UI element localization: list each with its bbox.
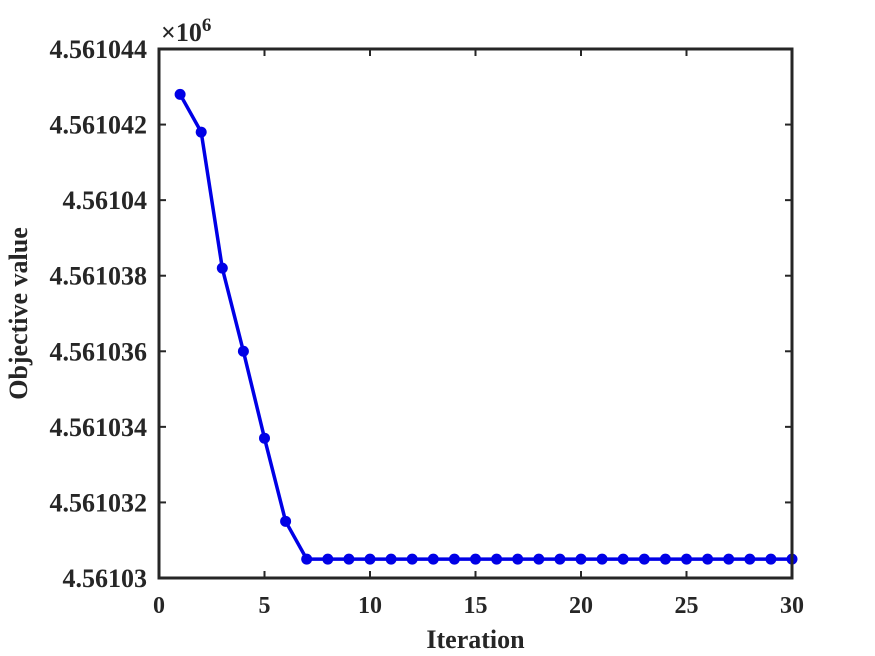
series-line [178,93,792,561]
exponent-power: 6 [202,15,212,36]
data-point [723,553,735,565]
data-point [554,553,566,565]
x-tick-label: 5 [259,593,271,619]
y-tick-label: 4.561044 [50,35,148,64]
data-point [659,553,671,565]
y-tick-label: 4.561038 [50,262,148,291]
exponent-label: ×106 [161,15,211,47]
data-point [406,553,418,565]
y-tick-label: 4.56104 [63,186,148,215]
y-tick-label: 4.561036 [50,337,148,366]
y-axis-label: Objective value [4,227,33,400]
data-point [237,345,249,357]
x-ticks: 0 5 10 15 20 25 30 [153,49,804,619]
x-tick-label: 15 [464,593,488,619]
series-layer [174,88,798,565]
x-axis-label: Iteration [426,625,525,654]
data-point [470,553,481,565]
data-point [596,553,608,565]
data-point [174,88,186,100]
data-point [533,553,545,565]
data-point [195,126,207,138]
y-tick-label: 4.561042 [50,111,148,140]
data-point [259,432,270,444]
data-point [322,553,334,565]
x-tick-label: 20 [569,593,593,619]
data-point [427,553,439,565]
y-ticks: 4.56103 4.561032 4.561034 4.561036 4.561038 4… [50,35,792,593]
data-point [301,553,313,565]
data-point [216,262,228,274]
y-tick-label: 4.56103 [63,564,148,593]
x-tick-label: 0 [153,593,165,619]
exponent-base: ×10 [161,18,202,47]
data-point [343,553,355,565]
y-tick-label: 4.561032 [50,488,148,517]
data-point [385,553,397,565]
data-point [448,553,460,565]
data-point [491,553,503,565]
data-point [702,553,714,565]
data-point [638,553,650,565]
data-point [364,553,376,565]
data-point [575,553,587,565]
axes-box [157,47,794,580]
data-point [744,553,756,565]
data-point [681,553,692,565]
data-point [512,553,524,565]
x-tick-label: 30 [780,593,804,619]
x-tick-label: 25 [675,593,699,619]
y-tick-label: 4.561034 [50,413,148,442]
data-point [280,515,292,527]
data-point [765,553,777,565]
data-point [617,553,629,565]
x-tick-label: 10 [358,593,382,619]
